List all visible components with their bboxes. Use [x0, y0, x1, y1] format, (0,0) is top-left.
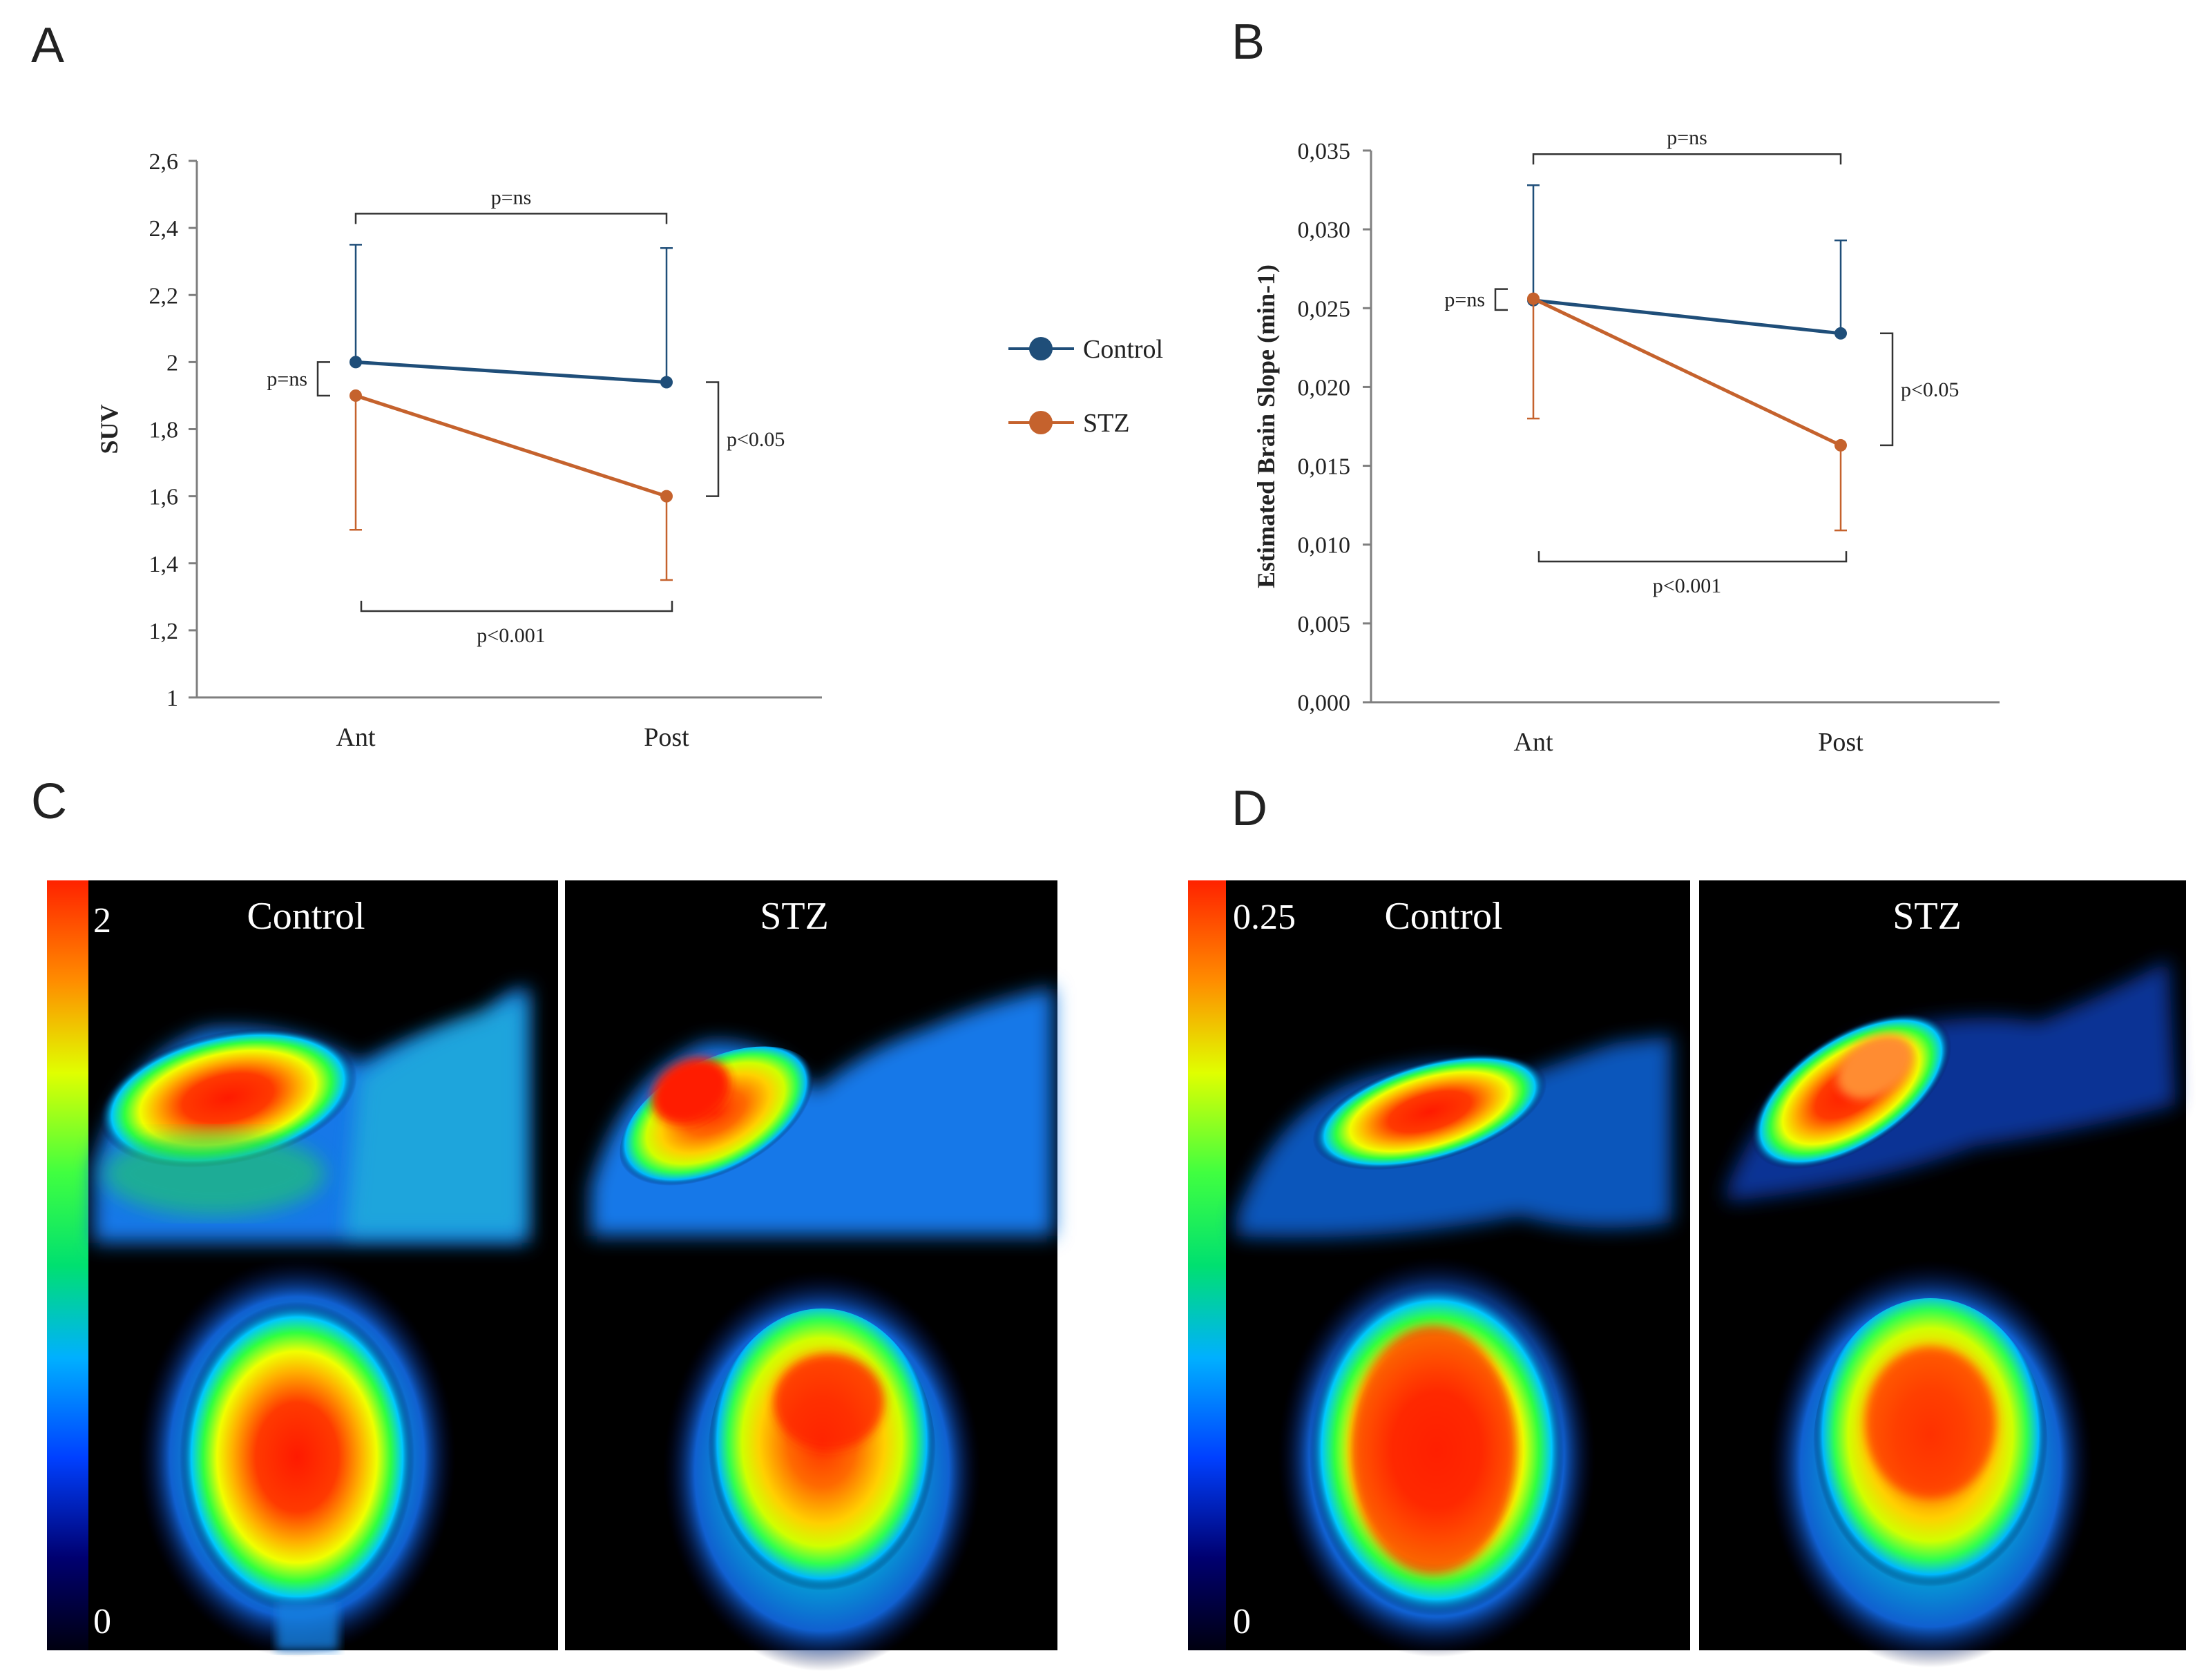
annotation-top: p=ns [1667, 126, 1707, 149]
annotation-right: p<0.05 [1901, 378, 1959, 401]
bracket-bottom [1537, 551, 1848, 563]
bracket-top [1532, 153, 1842, 165]
panel-label-d: D [1232, 781, 1267, 836]
bracket-right [706, 381, 720, 497]
y-tick-label: 0,010 [1298, 533, 1351, 559]
image-c-title-control: Control [247, 895, 365, 938]
annotation-bottom: p<0.001 [477, 624, 545, 647]
image-c-control-sagittal [93, 987, 528, 1243]
x-tick-label: Ant [336, 723, 376, 752]
y-tick-label: 2 [166, 350, 178, 376]
bracket-top [354, 213, 668, 224]
data-point-stz [349, 389, 362, 402]
y-tick-label: 0,020 [1298, 375, 1351, 400]
annotation-bottom: p<0.001 [1653, 575, 1721, 597]
bracket-left [316, 361, 330, 397]
image-d-title-control: Control [1384, 895, 1502, 938]
series-line-control [1533, 298, 1841, 336]
chart-a: 1 1,2 1,4 1,6 1,8 2 2,2 2,4 2,6 Ant Post SUV p=ns p<0… [95, 149, 822, 752]
series-line-stz [1532, 297, 1842, 447]
image-c-title-stz: STZ [760, 895, 829, 938]
colorbar-d [1188, 880, 1226, 1650]
image-d-control-axial [1278, 1257, 1595, 1657]
data-point-control [1834, 327, 1847, 340]
panel-label-a: A [31, 18, 64, 73]
image-d-scale-min: 0 [1233, 1602, 1251, 1641]
y-tick-label: 1,2 [149, 619, 179, 644]
image-c-stz-axial [663, 1271, 981, 1671]
image-d-stz-sagittal [1727, 960, 2176, 1201]
annotation-left: p=ns [267, 368, 307, 391]
data-point-stz [1834, 438, 1847, 452]
data-point-control [660, 376, 673, 389]
y-tick-label: 0,035 [1298, 139, 1351, 164]
data-point-stz [660, 490, 673, 503]
image-d-title-stz: STZ [1892, 895, 1962, 938]
y-tick-label: 1,4 [149, 552, 179, 577]
x-tick-label: Ant [1514, 728, 1553, 757]
annotation-left: p=ns [1444, 289, 1485, 311]
panel-label-c: C [31, 774, 67, 829]
y-tick-label: 0,025 [1298, 296, 1351, 322]
data-point-stz [1527, 292, 1540, 305]
y-tick-label: 0,030 [1298, 218, 1351, 243]
y-tick-label: 2,4 [149, 216, 179, 242]
legend-stz-marker [1029, 411, 1053, 434]
bracket-bottom [360, 601, 673, 612]
series-line-control [355, 360, 667, 385]
y-tick-label: 1,8 [149, 418, 179, 443]
image-c-stz-sagittal [591, 987, 1053, 1236]
legend-control-marker [1029, 337, 1053, 360]
image-c-scale-min: 0 [93, 1602, 111, 1641]
y-tick-label: 0,000 [1298, 691, 1351, 716]
bracket-left [1494, 288, 1508, 311]
image-c-control-axial [138, 1257, 456, 1657]
y-tick-label: 0,015 [1298, 454, 1351, 480]
y-axis-title: Estimated Brain Slope (min-1) [1252, 264, 1280, 588]
y-tick-label: 0,005 [1298, 612, 1351, 637]
series-line-stz [355, 394, 667, 499]
annotation-top: p=ns [491, 186, 532, 209]
image-d-scale-max: 0.25 [1233, 898, 1296, 937]
panel-c-images: 2 0 Control STZ [47, 880, 1057, 1671]
y-tick-label: 1 [166, 686, 178, 711]
data-point-control [349, 356, 362, 369]
x-tick-label: Post [644, 723, 689, 752]
image-d-control-sagittal [1236, 1036, 1671, 1237]
colorbar-c [47, 880, 88, 1650]
legend: Control STZ [1008, 335, 1163, 438]
bracket-right [1880, 332, 1894, 447]
y-tick-label: 2,2 [149, 283, 179, 309]
annotation-right: p<0.05 [727, 428, 785, 451]
chart-b: 0,000 0,005 0,010 0,015 0,020 0,025 0,030 0,035… [1252, 126, 2000, 757]
y-tick-label: 1,6 [149, 485, 179, 510]
x-tick-label: Post [1818, 728, 1863, 757]
panel-label-b: B [1232, 15, 1265, 70]
y-axis-title: SUV [95, 404, 123, 454]
y-tick-label: 2,6 [149, 149, 179, 175]
legend-control-label: Control [1083, 335, 1163, 364]
image-c-scale-max: 2 [93, 901, 111, 940]
image-d-stz-axial [1768, 1260, 2093, 1668]
panel-d-images: 0.25 0 Control STZ [1188, 880, 2186, 1668]
legend-stz-label: STZ [1083, 409, 1130, 438]
